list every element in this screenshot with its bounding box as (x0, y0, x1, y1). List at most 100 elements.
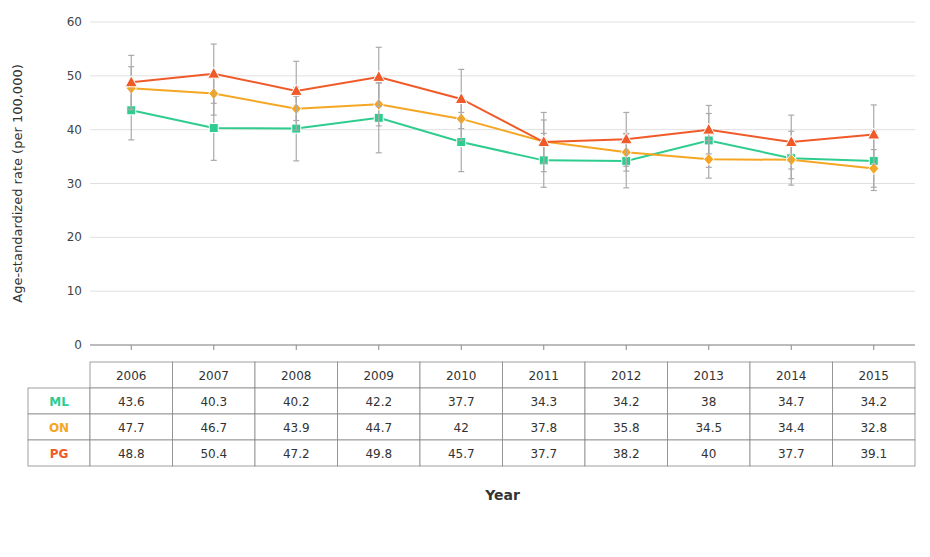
table-value: 38 (701, 395, 716, 409)
table-value: 34.2 (860, 395, 887, 409)
table-cell (90, 414, 173, 440)
table-cell (173, 362, 256, 388)
series-line (131, 110, 874, 161)
table-year: 2014 (776, 369, 807, 383)
data-point (125, 76, 137, 87)
table-value: 40.3 (200, 395, 227, 409)
table-year: 2008 (281, 369, 312, 383)
table-value: 47.7 (118, 421, 145, 435)
table-value: 42.2 (365, 395, 392, 409)
table-value: 40.2 (283, 395, 310, 409)
table-year: 2006 (116, 369, 147, 383)
table-row-label: PG (50, 447, 69, 461)
table-value: 32.8 (860, 421, 887, 435)
table-value: 49.8 (365, 447, 392, 461)
x-tick (213, 345, 214, 350)
table-value: 47.2 (283, 447, 310, 461)
data-point (703, 123, 715, 134)
table-cell (420, 414, 503, 440)
data-point (373, 70, 385, 81)
table-value: 46.7 (200, 421, 227, 435)
data-point (620, 133, 632, 144)
y-tick-label: 60 (67, 15, 82, 29)
table-cell (255, 440, 338, 466)
table-cell (255, 414, 338, 440)
grid-line (90, 291, 915, 292)
data-point (539, 136, 549, 148)
table-row-label: ML (49, 395, 69, 409)
table-cell (173, 414, 256, 440)
table-year: 2012 (611, 369, 642, 383)
data-point (704, 153, 714, 165)
y-tick-label: 30 (67, 177, 82, 191)
value-table: 2006200720082009201020112012201320142015… (28, 362, 915, 466)
series-ml (127, 81, 879, 191)
table-cell (255, 362, 338, 388)
table-cell (750, 440, 833, 466)
table-value: 45.7 (448, 447, 475, 461)
y-tick-label: 0 (74, 338, 82, 352)
table-year: 2011 (528, 369, 559, 383)
table-value: 37.8 (530, 421, 557, 435)
data-point (455, 92, 467, 103)
table-cell (28, 388, 90, 414)
table-cell (585, 362, 668, 388)
table-value: 39.1 (860, 447, 887, 461)
table-value: 43.9 (283, 421, 310, 435)
y-axis-label: Age-standardized rate (per 100,000) (10, 64, 25, 302)
table-value: 40 (701, 447, 716, 461)
table-cell (750, 388, 833, 414)
series-pg (125, 44, 880, 172)
x-tick (873, 345, 874, 350)
x-tick (131, 345, 132, 350)
table-cell (255, 388, 338, 414)
table-cell (28, 440, 90, 466)
y-grid: 0102030405060 (67, 15, 915, 352)
table-cell (668, 440, 751, 466)
y-tick-label: 20 (67, 230, 82, 244)
table-cell (503, 362, 586, 388)
x-tick (791, 345, 792, 350)
y-tick-label: 40 (67, 123, 82, 137)
table-cell (833, 362, 916, 388)
table-value: 34.2 (613, 395, 640, 409)
x-tick (626, 345, 627, 350)
table-value: 35.8 (613, 421, 640, 435)
table-cell (585, 414, 668, 440)
table-cell (833, 388, 916, 414)
grid-line (90, 237, 915, 238)
x-tick (378, 345, 379, 350)
table-year: 2015 (858, 369, 889, 383)
y-tick-label: 10 (67, 284, 82, 298)
table-value: 34.7 (778, 395, 805, 409)
table-cell (90, 362, 173, 388)
table-year: 2010 (446, 369, 477, 383)
series-on (126, 67, 879, 188)
table-cell (338, 388, 421, 414)
data-point (538, 136, 550, 147)
table-cell (585, 440, 668, 466)
data-point (868, 128, 880, 139)
table-cell (28, 414, 90, 440)
table-value: 37.7 (448, 395, 475, 409)
data-point (869, 162, 879, 174)
table-cell (338, 362, 421, 388)
table-value: 42 (454, 421, 469, 435)
table-year: 2013 (693, 369, 724, 383)
table-cell (503, 388, 586, 414)
data-point (290, 84, 302, 95)
plot-data (125, 44, 880, 190)
table-cell (750, 362, 833, 388)
data-point (209, 124, 218, 133)
x-tick (708, 345, 709, 350)
table-cell (90, 440, 173, 466)
table-year: 2009 (363, 369, 394, 383)
table-cell (338, 440, 421, 466)
table-value: 43.6 (118, 395, 145, 409)
table-value: 44.7 (365, 421, 392, 435)
table-cell (420, 388, 503, 414)
data-point (785, 136, 797, 147)
series-line (131, 74, 874, 142)
table-cell (503, 414, 586, 440)
table-cell (173, 440, 256, 466)
